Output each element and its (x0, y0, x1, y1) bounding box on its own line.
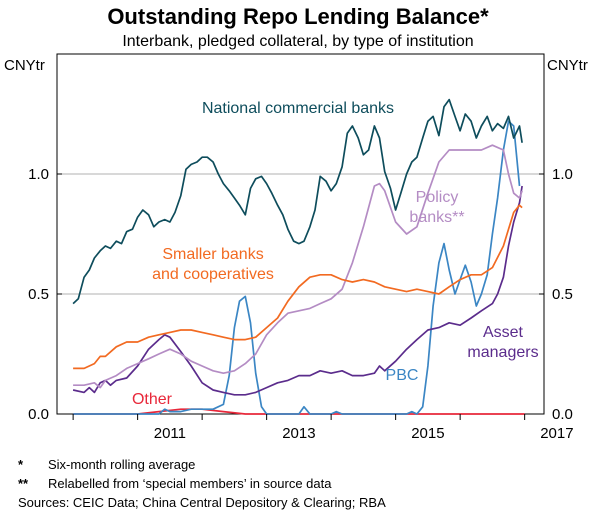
footnote-text: Six-month rolling average (48, 457, 196, 472)
series-label: and cooperatives (152, 266, 274, 283)
x-tick-label: 2017 (540, 425, 573, 442)
y-tick-label-right: 1.0 (552, 166, 573, 183)
footnote-mark: * (18, 457, 24, 472)
y-axis-unit-left: CNYtr (4, 57, 45, 74)
series-label: Policy (416, 189, 459, 206)
series-line-policy-banks (73, 144, 523, 389)
series-label: Smaller banks (162, 246, 263, 263)
series-line-pbc (73, 120, 521, 415)
sources-note: Sources: CEIC Data; China Central Deposi… (18, 495, 386, 510)
series-label: National commercial banks (202, 100, 394, 117)
footnote-mark: ** (18, 476, 29, 491)
series-line-national-commercial-banks (72, 98, 523, 305)
series-label: Other (132, 391, 173, 408)
series-label: Asset (483, 324, 524, 341)
series-label: banks** (409, 209, 464, 226)
series-labels: National commercial banks Smaller banks an… (132, 100, 539, 408)
axis-ticks: 0.0 0.0 0.5 0.5 1.0 1.0 2011 2013 2015 2017 (28, 166, 573, 442)
y-tick-label-left: 0.5 (28, 286, 49, 303)
series-line-asset-managers (72, 185, 523, 396)
x-tick-label: 2013 (282, 425, 315, 442)
y-tick-label-left: 1.0 (28, 166, 49, 183)
chart-title: Outstanding Repo Lending Balance* (107, 4, 489, 29)
series-label: PBC (386, 367, 419, 384)
y-tick-label-right: 0.0 (552, 406, 573, 423)
gridlines (57, 173, 544, 295)
footnote-1: * Six-month rolling average (18, 455, 386, 474)
x-tick-label: 2011 (154, 425, 186, 442)
footnote-2: ** Relabelled from ‘special members’ in … (18, 474, 386, 493)
series-lines (72, 98, 525, 415)
series-label: managers (467, 344, 538, 361)
y-tick-label-right: 0.5 (552, 286, 573, 303)
footnote-text: Relabelled from ‘special members’ in sou… (48, 476, 332, 491)
chart-subtitle: Interbank, pledged collateral, by type o… (122, 33, 473, 50)
x-tick-label: 2015 (411, 425, 444, 442)
series-line-smaller-banks-and-cooperatives (73, 204, 523, 370)
footnotes: * Six-month rolling average ** Relabelle… (18, 455, 386, 512)
y-axis-unit-right: CNYtr (547, 57, 588, 74)
y-tick-label-left: 0.0 (28, 406, 49, 423)
